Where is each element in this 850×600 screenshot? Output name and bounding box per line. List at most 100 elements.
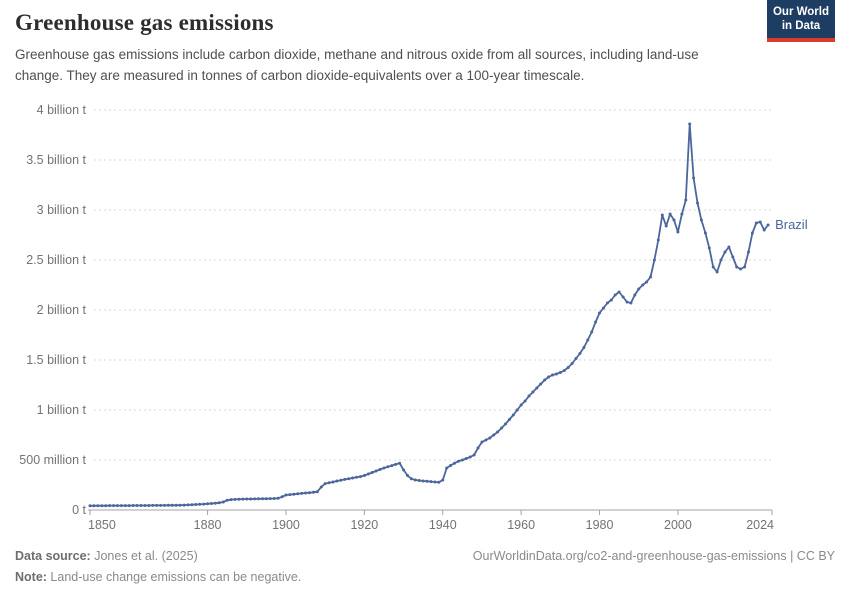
data-point: [394, 462, 398, 466]
note-label: Note:: [15, 570, 47, 585]
data-point: [460, 458, 464, 462]
owid-logo[interactable]: Our World in Data: [767, 0, 835, 42]
chart-canvas[interactable]: 0 t 500 million t 1 billion t 1.5 billion t…: [0, 95, 850, 545]
data-point: [402, 468, 406, 472]
data-point: [261, 497, 264, 501]
data-point: [210, 502, 213, 505]
data-point: [515, 408, 519, 412]
data-point: [766, 223, 770, 227]
data-point: [586, 338, 590, 342]
data-point: [100, 504, 104, 508]
data-point: [437, 480, 441, 484]
data-point: [245, 497, 249, 501]
x-tick-label: 2000: [664, 518, 692, 532]
data-point: [723, 250, 727, 254]
data-point: [664, 224, 668, 228]
data-point: [570, 362, 574, 365]
data-point: [378, 468, 382, 471]
x-tick-label: 1880: [194, 518, 222, 532]
data-source-label: Data source:: [15, 549, 91, 563]
citation-link[interactable]: OurWorldinData.org/co2-and-greenhouse-ga…: [472, 549, 835, 563]
data-point: [178, 503, 182, 507]
page-title: Greenhouse gas emissions: [15, 10, 274, 35]
data-point: [127, 504, 131, 508]
data-point: [264, 497, 268, 501]
data-point: [715, 270, 719, 274]
data-point: [476, 446, 480, 450]
data-point: [488, 436, 492, 440]
data-point: [672, 218, 676, 222]
data-point: [617, 290, 621, 294]
data-point: [758, 220, 762, 224]
data-point: [292, 492, 296, 496]
data-point: [386, 465, 390, 469]
data-point: [186, 503, 190, 507]
data-point: [633, 293, 637, 297]
data-point: [750, 231, 754, 235]
data-point: [492, 433, 496, 437]
data-point: [257, 497, 260, 501]
data-point: [656, 238, 660, 242]
data-point: [699, 218, 703, 222]
data-point: [464, 457, 468, 460]
y-tick-label: 4 billion t: [37, 103, 87, 117]
y-tick-label: 3 billion t: [37, 203, 87, 217]
data-point: [194, 503, 198, 506]
chart-footer: Data source: Jones et al. (2025) OurWorl…: [15, 546, 835, 589]
data-point: [339, 478, 343, 482]
data-point: [366, 472, 370, 476]
data-point: [288, 493, 292, 497]
data-point: [531, 390, 535, 394]
x-tick-label: 1900: [272, 518, 300, 532]
data-point: [511, 413, 515, 417]
data-point: [112, 504, 115, 508]
data-point: [696, 201, 699, 205]
data-point: [221, 500, 225, 504]
data-point: [163, 503, 166, 507]
data-point: [496, 430, 500, 434]
data-point: [625, 300, 629, 304]
data-point: [229, 498, 233, 502]
data-point: [323, 482, 327, 486]
data-point: [135, 504, 139, 507]
data-point: [198, 502, 202, 506]
data-point: [304, 491, 308, 495]
series-end-label[interactable]: Brazil: [775, 217, 808, 232]
data-point: [104, 504, 108, 508]
owid-logo-line1: Our World: [772, 5, 829, 18]
data-point: [747, 250, 750, 254]
data-point: [131, 504, 135, 507]
data-point: [327, 481, 331, 485]
data-point: [707, 246, 711, 250]
data-source-value: Jones et al. (2025): [90, 549, 198, 563]
data-point: [456, 459, 460, 463]
data-point: [739, 267, 743, 271]
data-point: [688, 122, 692, 126]
data-point: [233, 497, 237, 501]
data-point: [558, 371, 562, 374]
data-point: [280, 495, 284, 499]
data-point: [374, 469, 378, 473]
data-point: [504, 422, 507, 426]
data-point: [500, 426, 504, 430]
data-point: [609, 298, 613, 302]
data-point: [143, 504, 147, 507]
data-point: [217, 501, 221, 505]
data-point: [441, 478, 445, 482]
data-point: [445, 466, 449, 470]
y-tick-label: 0 t: [72, 503, 86, 517]
data-point: [535, 386, 539, 390]
y-tick-label: 500 million t: [19, 453, 86, 467]
data-point: [429, 480, 433, 484]
emissions-line-chart[interactable]: 0 t 500 million t 1 billion t 1.5 billion t…: [0, 95, 850, 545]
data-point: [727, 245, 731, 249]
data-point: [92, 504, 96, 508]
chart-header: Greenhouse gas emissions Greenhouse gas …: [15, 10, 835, 87]
data-point: [206, 502, 210, 506]
x-tick-label: 1940: [429, 518, 457, 532]
data-series-line[interactable]: [88, 122, 770, 508]
data-point: [159, 503, 163, 507]
data-point: [527, 394, 531, 398]
data-point: [190, 503, 194, 507]
data-point: [637, 287, 641, 291]
